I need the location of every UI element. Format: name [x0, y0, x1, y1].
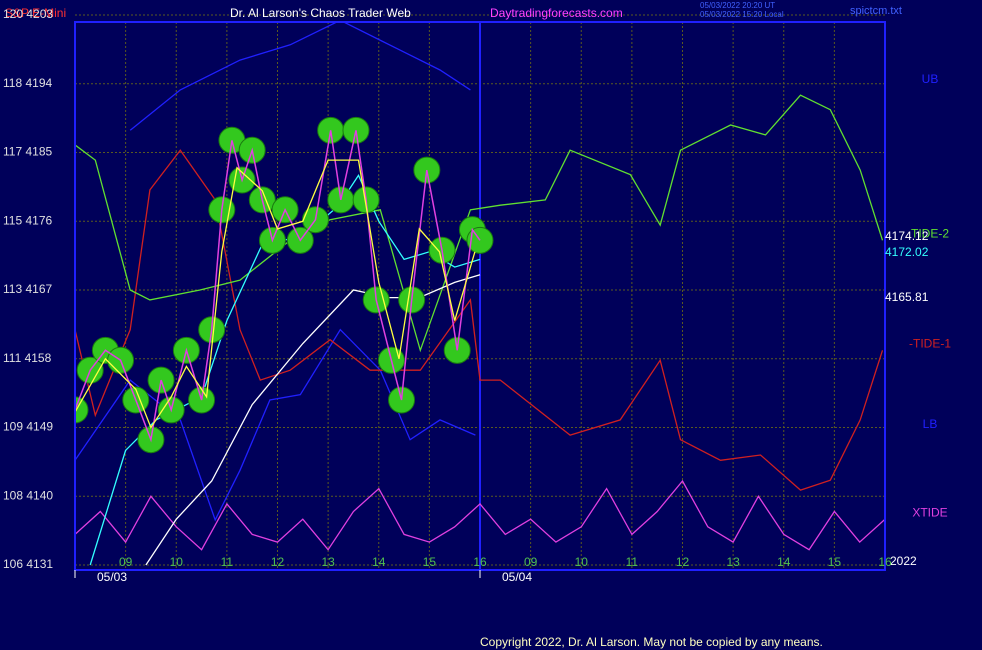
plot-lines: [75, 22, 885, 566]
series-label: TIDE-2: [911, 227, 949, 241]
series-label: XTIDE: [912, 505, 947, 519]
x-tick-label: 16: [473, 555, 487, 569]
series-line: [75, 479, 885, 551]
x-tick-label: 11: [626, 555, 639, 569]
last-value: 4165.81: [885, 290, 929, 304]
x-tick-label: 15: [423, 555, 437, 569]
chart-title: Dr. Al Larson's Chaos Trader Web: [230, 6, 411, 20]
y-tick-label: 120 4203: [3, 7, 53, 21]
series-label: LB: [923, 417, 938, 431]
subtitle: S&P E-Mini: [5, 6, 66, 20]
x-tick-label: 15: [828, 555, 842, 569]
y-tick-label: 111 4158: [3, 351, 52, 365]
series-line: [75, 159, 476, 429]
y-tick-label: 109 4149: [3, 420, 53, 434]
series-line: [75, 130, 481, 443]
timestamp: 05/03/2022 20:20 UT: [700, 1, 775, 10]
series-label: -TIDE-1: [909, 337, 951, 351]
x-tick-label: 16: [878, 555, 892, 569]
x-tick-label: 11: [221, 555, 234, 569]
x-tick-label: 13: [321, 555, 335, 569]
date-label: 05/03: [97, 570, 127, 584]
x-tick-label: 12: [676, 555, 690, 569]
x-tick-label: 10: [575, 555, 589, 569]
date-label: 05/04: [502, 570, 532, 584]
series-line: [129, 22, 471, 131]
series-line: [145, 274, 481, 566]
y-tick-label: 108 4140: [3, 488, 53, 502]
last-value: 4174.12: [885, 229, 929, 243]
y-tick-label: 118 4194: [3, 76, 52, 90]
x-tick-label: 10: [170, 555, 184, 569]
site: Daytradingforecasts.com: [490, 6, 623, 20]
series-line: [75, 149, 884, 491]
file-name: spictcm.txt: [850, 5, 902, 17]
year: 2022: [890, 554, 917, 568]
series-label: UB: [922, 72, 939, 86]
x-tick-label: 09: [524, 555, 538, 569]
y-tick-label: 106 4131: [3, 557, 53, 571]
x-tick-label: 14: [777, 555, 791, 569]
series-line: [75, 94, 884, 353]
timestamp: 05/03/2022 15:20 Local: [700, 10, 784, 19]
y-tick-label: 115 4176: [3, 213, 52, 227]
y-tick-label: 113 4167: [3, 282, 52, 296]
x-tick-label: 14: [372, 555, 386, 569]
last-value: 4172.02: [885, 245, 929, 259]
copyright: Copyright 2022, Dr. Al Larson. May not b…: [480, 635, 823, 649]
x-tick-label: 09: [119, 555, 133, 569]
x-tick-label: 13: [726, 555, 740, 569]
price-marker: [466, 226, 494, 254]
y-tick-label: 117 4185: [3, 145, 52, 159]
x-tick-label: 12: [271, 555, 285, 569]
